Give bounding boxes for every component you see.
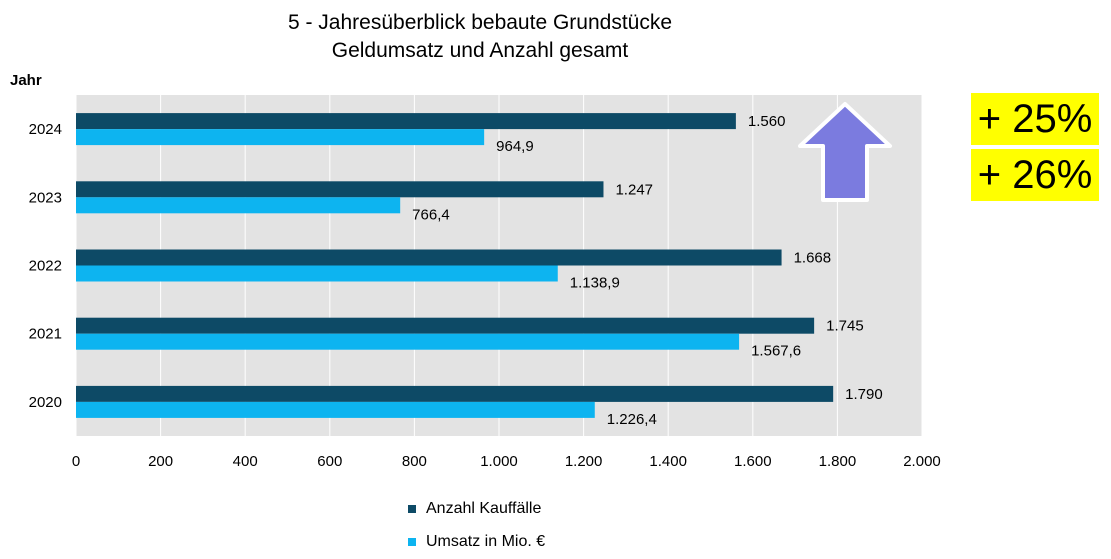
y-axis-label: Jahr — [10, 72, 42, 89]
data-label-umsatz: 1.567,6 — [751, 343, 801, 360]
x-tick-label: 1.000 — [480, 453, 518, 470]
legend-item-umsatz: Umsatz in Mio. € — [408, 533, 545, 551]
x-tick-label: 1.400 — [649, 453, 687, 470]
x-tick-label: 400 — [233, 453, 258, 470]
bar-anzahl — [76, 385, 834, 402]
data-label-umsatz: 1.226,4 — [607, 411, 657, 428]
data-label-umsatz: 766,4 — [412, 206, 450, 223]
data-label-anzahl: 1.668 — [794, 250, 832, 267]
change-badge-anzahl: + 25% — [971, 93, 1099, 145]
bar-anzahl — [76, 181, 604, 198]
data-label-umsatz: 964,9 — [496, 138, 534, 155]
x-tick-label: 1.600 — [734, 453, 772, 470]
bar-umsatz — [76, 333, 740, 350]
y-tick-label: 2022 — [29, 258, 62, 275]
bar-umsatz — [76, 265, 558, 282]
data-label-anzahl: 1.790 — [845, 386, 883, 403]
y-tick-label: 2024 — [29, 121, 62, 138]
legend-label-anzahl: Anzahl Kauffälle — [426, 500, 542, 517]
y-tick-label: 2021 — [29, 326, 62, 343]
change-badge-umsatz: + 26% — [971, 149, 1099, 201]
x-tick-label: 600 — [317, 453, 342, 470]
x-tick-label: 1.200 — [565, 453, 603, 470]
bar-anzahl — [76, 249, 782, 266]
bar-umsatz — [76, 401, 595, 418]
chart-title-line-2: Geldumsatz und Anzahl gesamt — [331, 39, 629, 62]
x-tick-label: 800 — [402, 453, 427, 470]
bar-umsatz — [76, 129, 485, 146]
legend-label-umsatz: Umsatz in Mio. € — [426, 533, 546, 550]
chart-title-line-1: 5 - Jahresüberblick bebaute Grundstücke — [287, 11, 673, 34]
x-tick-label: 200 — [148, 453, 173, 470]
legend-item-anzahl: Anzahl Kauffälle — [408, 500, 541, 518]
data-label-anzahl: 1.745 — [826, 318, 864, 335]
x-tick-label: 2.000 — [903, 453, 941, 470]
bar-anzahl — [76, 113, 736, 130]
legend-swatch-umsatz — [408, 538, 416, 546]
data-label-anzahl: 1.560 — [748, 113, 786, 130]
data-label-umsatz: 1.138,9 — [570, 275, 620, 292]
data-label-anzahl: 1.247 — [615, 181, 653, 198]
x-tick-label: 0 — [72, 453, 80, 470]
bar-umsatz — [76, 197, 401, 214]
bar-anzahl — [76, 317, 815, 334]
y-tick-label: 2020 — [29, 394, 62, 411]
x-tick-label: 1.800 — [819, 453, 857, 470]
y-tick-label: 2023 — [29, 189, 62, 206]
legend-swatch-anzahl — [408, 505, 416, 513]
arrow-up-icon — [798, 102, 892, 202]
